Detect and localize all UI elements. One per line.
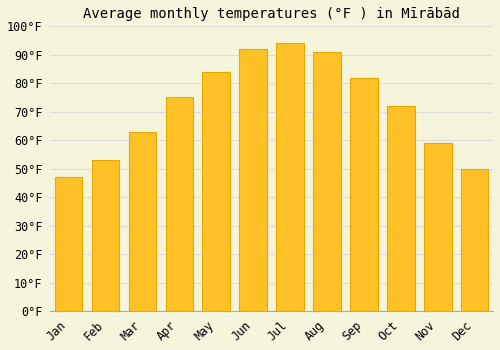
Bar: [166, 98, 193, 311]
Bar: [350, 78, 378, 311]
Title: Average monthly temperatures (°F ) in Mīrābād: Average monthly temperatures (°F ) in Mī…: [83, 7, 460, 21]
Bar: [276, 43, 304, 311]
Bar: [424, 143, 452, 311]
Bar: [240, 49, 267, 311]
Bar: [461, 169, 488, 311]
Bar: [128, 132, 156, 311]
Bar: [387, 106, 414, 311]
Bar: [313, 52, 341, 311]
Bar: [92, 160, 120, 311]
Bar: [202, 72, 230, 311]
Bar: [55, 177, 82, 311]
